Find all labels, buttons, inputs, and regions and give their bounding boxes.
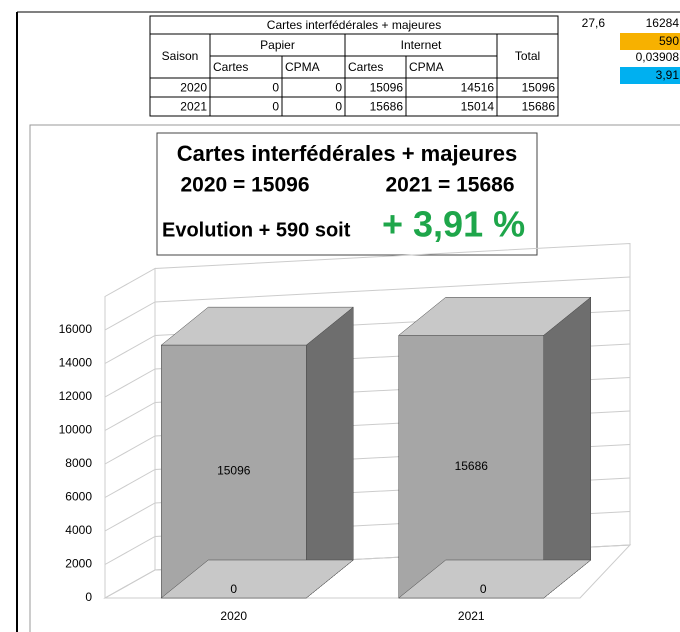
chart-title: Cartes interfédérales + majeures <box>177 141 518 166</box>
data-label: 15096 <box>217 464 251 478</box>
cell-text: Total <box>515 49 540 63</box>
y-tick-label: 16000 <box>59 322 93 336</box>
cell-text: CPMA <box>409 60 444 74</box>
annotation: + 3,91 % <box>382 204 525 245</box>
cell-text: 14516 <box>461 81 495 95</box>
data-label: 0 <box>480 582 487 596</box>
x-tick-label: 2020 <box>220 609 247 623</box>
grid-line <box>104 276 631 331</box>
y-tick-label: 14000 <box>59 356 93 370</box>
y-tick-label: 10000 <box>59 423 93 437</box>
cell-text: 15096 <box>370 81 404 95</box>
annotation: 2020 = 15096 <box>180 174 309 197</box>
bar-top <box>398 559 592 599</box>
bar-top <box>160 559 354 599</box>
highlight-cell <box>620 33 680 50</box>
y-tick-label: 8000 <box>65 456 92 470</box>
annotation: Evolution + 590 soit <box>162 219 351 241</box>
cell-text: 2021 <box>180 100 207 114</box>
cell-text: Internet <box>401 38 442 52</box>
side-cell: 0,03908 <box>636 50 680 64</box>
cell-text: 0 <box>335 100 342 114</box>
bar-side <box>306 306 354 599</box>
cell-text: 0 <box>272 81 279 95</box>
data-label: 15686 <box>455 459 489 473</box>
x-tick-label: 2021 <box>458 609 485 623</box>
cell-text: 2020 <box>180 81 207 95</box>
cell-text: Cartes <box>348 60 383 74</box>
cell-text: 15014 <box>461 100 495 114</box>
table-cell <box>209 96 283 117</box>
cell-text: 0 <box>272 100 279 114</box>
cell-text: Cartes interfédérales + majeures <box>267 18 441 32</box>
cell-text: 15686 <box>522 100 556 114</box>
table-cell <box>496 96 559 117</box>
data-label: 0 <box>230 582 237 596</box>
bar <box>161 344 307 599</box>
cell-text: CPMA <box>285 60 320 74</box>
cell-text: 15686 <box>370 100 404 114</box>
highlight-cell <box>620 67 680 84</box>
y-tick-label: 6000 <box>65 490 92 504</box>
annotation: 2021 = 15686 <box>385 174 514 197</box>
bar <box>398 335 544 599</box>
cell-text: Cartes <box>213 60 248 74</box>
y-tick-label: 0 <box>85 590 92 604</box>
title-box <box>156 132 538 256</box>
y-tick-label: 12000 <box>59 389 93 403</box>
cell-text: Papier <box>260 38 295 52</box>
y-tick-label: 2000 <box>65 557 92 571</box>
cell-text: Saison <box>162 49 199 63</box>
side-cell: 590 <box>659 34 679 48</box>
y-tick-label: 4000 <box>65 523 92 537</box>
side-cell: 16284 <box>646 16 680 30</box>
cell-text: 0 <box>335 81 342 95</box>
side-cell: 3,91 <box>656 68 680 82</box>
table-cell <box>209 77 283 98</box>
cell-text: 15096 <box>522 81 556 95</box>
side-cell: 27,6 <box>582 16 606 30</box>
bar-side <box>543 296 591 599</box>
